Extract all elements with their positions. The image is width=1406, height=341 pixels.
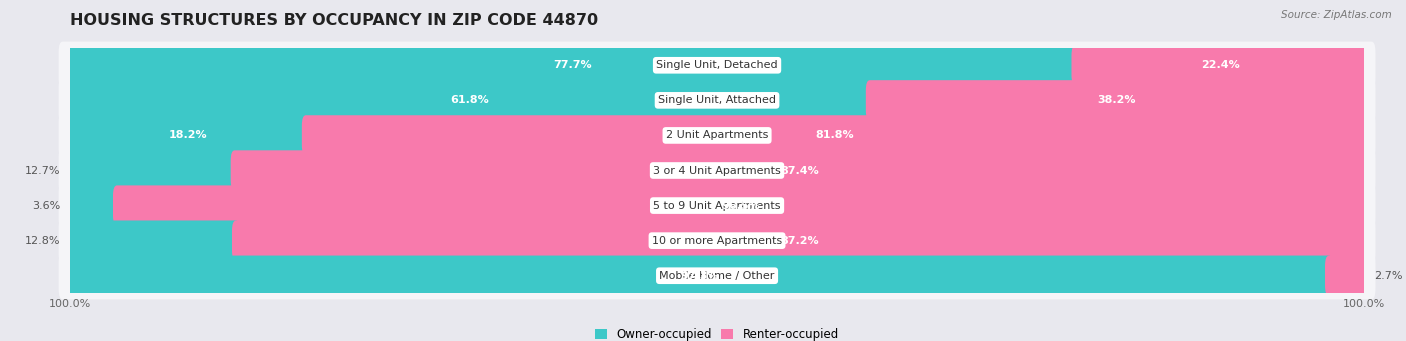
Text: 87.2%: 87.2% [780, 236, 820, 246]
Text: 87.4%: 87.4% [780, 165, 820, 176]
Text: 22.4%: 22.4% [1201, 60, 1240, 70]
FancyBboxPatch shape [232, 221, 1368, 261]
FancyBboxPatch shape [59, 252, 1375, 299]
Text: 2.7%: 2.7% [1374, 271, 1403, 281]
FancyBboxPatch shape [66, 45, 1080, 86]
Text: 61.8%: 61.8% [450, 95, 489, 105]
Text: Single Unit, Attached: Single Unit, Attached [658, 95, 776, 105]
FancyBboxPatch shape [66, 80, 873, 120]
FancyBboxPatch shape [66, 221, 240, 261]
FancyBboxPatch shape [66, 255, 1333, 296]
Text: 3.6%: 3.6% [32, 201, 60, 211]
Text: Source: ZipAtlas.com: Source: ZipAtlas.com [1281, 10, 1392, 20]
Text: 12.8%: 12.8% [24, 236, 60, 246]
Text: HOUSING STRUCTURES BY OCCUPANCY IN ZIP CODE 44870: HOUSING STRUCTURES BY OCCUPANCY IN ZIP C… [70, 13, 599, 28]
Text: 10 or more Apartments: 10 or more Apartments [652, 236, 782, 246]
Text: 96.5%: 96.5% [721, 201, 761, 211]
Text: 2 Unit Apartments: 2 Unit Apartments [666, 130, 768, 140]
Text: 12.7%: 12.7% [24, 165, 60, 176]
FancyBboxPatch shape [59, 77, 1375, 124]
Text: Single Unit, Detached: Single Unit, Detached [657, 60, 778, 70]
FancyBboxPatch shape [231, 150, 1369, 191]
FancyBboxPatch shape [59, 112, 1375, 159]
Legend: Owner-occupied, Renter-occupied: Owner-occupied, Renter-occupied [595, 328, 839, 341]
FancyBboxPatch shape [1324, 255, 1368, 296]
Text: 77.7%: 77.7% [554, 60, 592, 70]
Text: Mobile Home / Other: Mobile Home / Other [659, 271, 775, 281]
FancyBboxPatch shape [59, 42, 1375, 89]
Text: 97.3%: 97.3% [681, 271, 718, 281]
FancyBboxPatch shape [112, 186, 1369, 226]
Text: 5 to 9 Unit Apartments: 5 to 9 Unit Apartments [654, 201, 780, 211]
FancyBboxPatch shape [59, 147, 1375, 194]
Text: 18.2%: 18.2% [169, 130, 207, 140]
Text: 38.2%: 38.2% [1098, 95, 1136, 105]
FancyBboxPatch shape [302, 115, 1368, 155]
Text: 81.8%: 81.8% [815, 130, 853, 140]
FancyBboxPatch shape [66, 150, 239, 191]
Text: 3 or 4 Unit Apartments: 3 or 4 Unit Apartments [654, 165, 780, 176]
FancyBboxPatch shape [1071, 45, 1369, 86]
FancyBboxPatch shape [66, 115, 309, 155]
FancyBboxPatch shape [66, 186, 121, 226]
FancyBboxPatch shape [59, 217, 1375, 264]
FancyBboxPatch shape [59, 182, 1375, 229]
FancyBboxPatch shape [866, 80, 1368, 120]
